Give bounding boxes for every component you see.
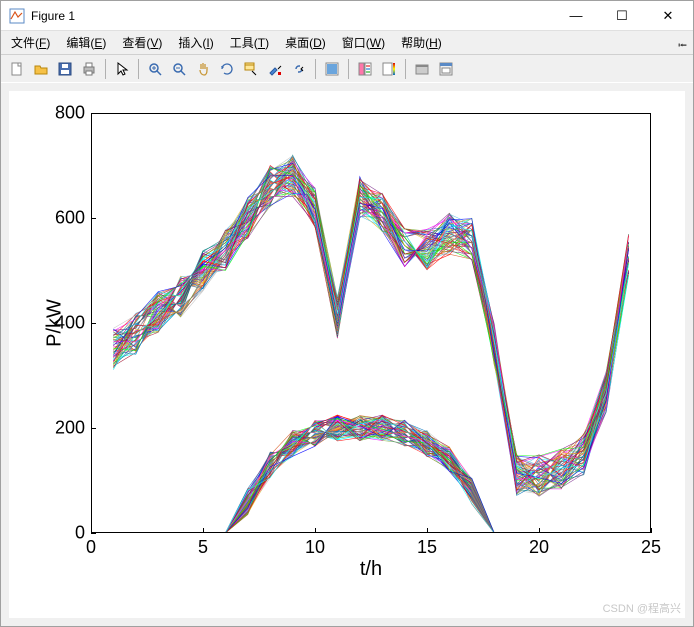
insert-colorbar-icon[interactable] — [378, 58, 400, 80]
menu-e[interactable]: 编辑(E) — [58, 32, 114, 54]
link-icon[interactable] — [288, 58, 310, 80]
toolbar — [1, 55, 693, 83]
watermark: CSDN @程高兴 — [603, 600, 681, 616]
menu-w[interactable]: 窗口(W) — [334, 32, 393, 54]
zoom-in-icon[interactable] — [144, 58, 166, 80]
xtick-label: 0 — [86, 537, 96, 558]
zoom-out-icon[interactable] — [168, 58, 190, 80]
close-button[interactable]: ✕ — [645, 1, 691, 31]
menu-i[interactable]: 插入(I) — [170, 32, 221, 54]
pointer-icon[interactable] — [111, 58, 133, 80]
print-icon[interactable] — [78, 58, 100, 80]
data-cursor-icon[interactable] — [240, 58, 262, 80]
menubar: 文件(F)编辑(E)查看(V)插入(I)工具(T)桌面(D)窗口(W)帮助(H)… — [1, 31, 693, 55]
menu-h[interactable]: 帮助(H) — [393, 32, 450, 54]
ytick-label: 0 — [75, 523, 85, 544]
minimize-button[interactable]: — — [553, 1, 599, 31]
pan-icon[interactable] — [192, 58, 214, 80]
maximize-button[interactable]: ☐ — [599, 1, 645, 31]
xtick-label: 15 — [417, 537, 437, 558]
ytick-label: 200 — [55, 418, 85, 439]
brush-icon[interactable] — [264, 58, 286, 80]
xtick-label: 25 — [641, 537, 661, 558]
rotate-icon[interactable] — [216, 58, 238, 80]
x-axis-label: t/h — [360, 558, 382, 581]
open-icon[interactable] — [30, 58, 52, 80]
menu-d[interactable]: 桌面(D) — [277, 32, 334, 54]
ytick-label: 400 — [55, 313, 85, 334]
menubar-overflow-icon[interactable]: ⭰ — [678, 36, 687, 57]
legend-icon[interactable] — [354, 58, 376, 80]
menu-t[interactable]: 工具(T) — [222, 32, 277, 54]
new-icon[interactable] — [6, 58, 28, 80]
dock-icon[interactable] — [435, 58, 457, 80]
ytick-label: 800 — [55, 103, 85, 124]
hide-icon[interactable] — [411, 58, 433, 80]
menu-v[interactable]: 查看(V) — [114, 32, 170, 54]
menu-f[interactable]: 文件(F) — [3, 32, 58, 54]
chart-axes: P/kW t/h 05101520250200400600800 — [91, 113, 651, 533]
app-icon — [9, 8, 25, 24]
xtick-label: 20 — [529, 537, 549, 558]
ytick-label: 600 — [55, 208, 85, 229]
figure-canvas: P/kW t/h 05101520250200400600800 CSDN @程… — [1, 83, 693, 626]
axes-box — [91, 113, 651, 533]
xtick-label: 10 — [305, 537, 325, 558]
colorbar-icon[interactable] — [321, 58, 343, 80]
save-icon[interactable] — [54, 58, 76, 80]
xtick-label: 5 — [198, 537, 208, 558]
window-title: Figure 1 — [31, 9, 553, 23]
